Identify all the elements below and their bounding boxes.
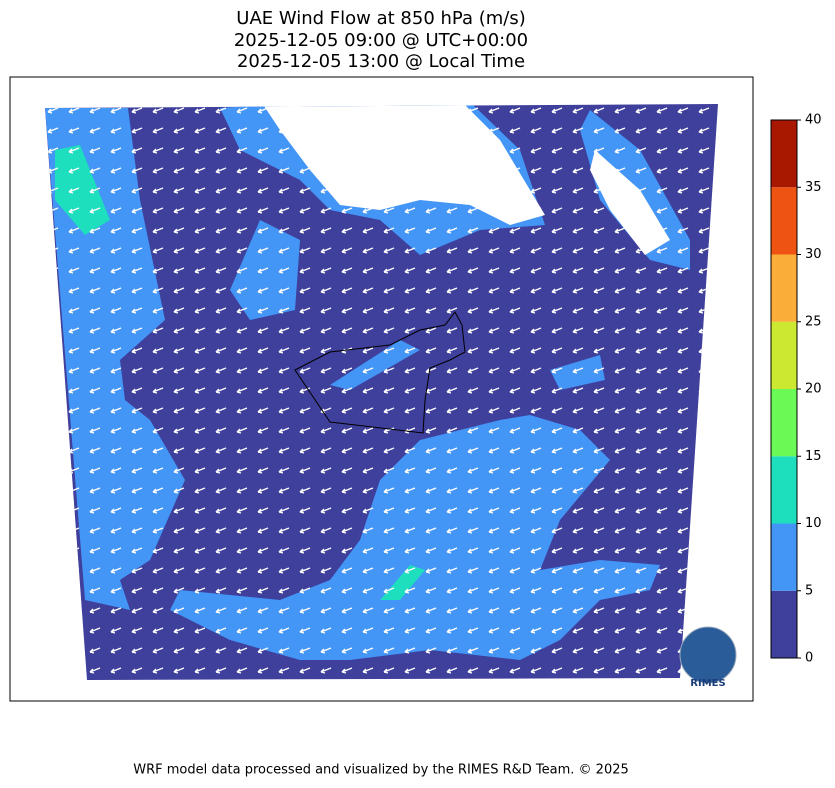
colorbar: 0 5 10 15 20 25 30 35 40: [770, 113, 822, 666]
colorbar-band: [771, 187, 797, 255]
colorbar-band: [771, 523, 797, 591]
colorbar-tick-label: 40: [805, 113, 822, 128]
title-line: 2025-12-05 13:00 @ Local Time: [237, 51, 525, 72]
colorbar-tick-label: 25: [805, 314, 822, 329]
title-line: UAE Wind Flow at 850 hPa (m/s): [236, 8, 525, 29]
colorbar-band: [771, 389, 797, 457]
colorbar-band: [771, 254, 797, 322]
title-line: 2025-12-05 09:00 @ UTC+00:00: [234, 30, 528, 51]
colorbar-band: [771, 120, 797, 188]
colorbar-tick-label: 20: [805, 382, 822, 397]
colorbar-tick-label: 15: [805, 449, 822, 464]
colorbar-tick-label: 0: [805, 651, 813, 666]
colorbar-band: [771, 456, 797, 524]
uae-border: [294, 311, 466, 434]
map-frame: [9, 76, 754, 702]
colorbar-tick-label: 35: [805, 180, 822, 195]
colorbar-band: [771, 590, 797, 658]
colorbar-tick-label: 10: [805, 516, 822, 531]
colorbar-band: [771, 321, 797, 389]
footer: WRF model data processed and visualized …: [133, 763, 629, 778]
colorbar-tick-label: 5: [805, 583, 813, 598]
logo: [679, 626, 737, 684]
map: [45, 104, 718, 680]
colorbar-tick-label: 30: [805, 247, 822, 262]
logo-text: RIMES: [690, 678, 725, 689]
wind-arrows: [45, 104, 718, 680]
